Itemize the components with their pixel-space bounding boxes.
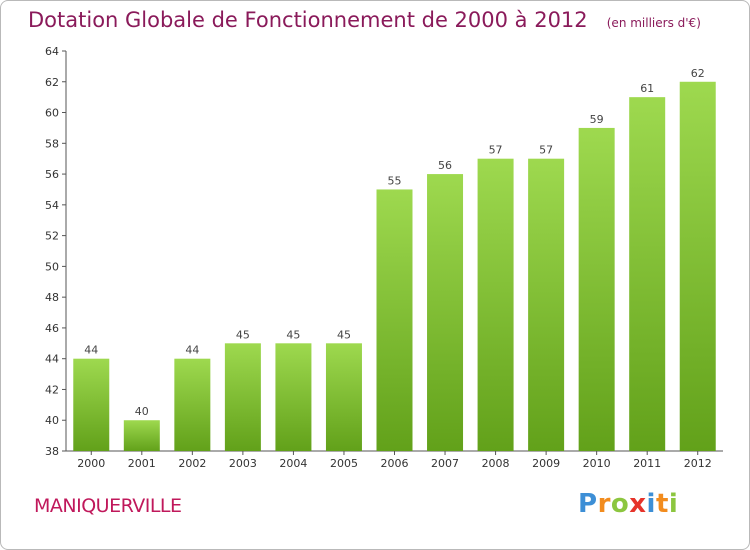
x-tick-label: 2011 bbox=[633, 457, 661, 470]
y-tick-label: 50 bbox=[45, 260, 59, 273]
bar bbox=[174, 358, 211, 451]
x-tick-label: 2006 bbox=[381, 457, 409, 470]
x-tick-label: 2004 bbox=[279, 457, 307, 470]
bar bbox=[275, 343, 312, 451]
bar-value-label: 62 bbox=[691, 67, 705, 80]
y-tick-label: 64 bbox=[45, 45, 59, 58]
x-tick-label: 2012 bbox=[684, 457, 712, 470]
bar bbox=[427, 174, 464, 452]
x-tick-label: 2000 bbox=[77, 457, 105, 470]
x-tick-label: 2008 bbox=[482, 457, 510, 470]
bar-value-label: 45 bbox=[286, 328, 300, 341]
x-tick-label: 2007 bbox=[431, 457, 459, 470]
x-tick-label: 2010 bbox=[583, 457, 611, 470]
bar-value-label: 44 bbox=[185, 344, 199, 357]
bar bbox=[578, 127, 615, 451]
logo-letter: P bbox=[578, 489, 598, 519]
y-tick-label: 56 bbox=[45, 168, 59, 181]
commune-name: MANIQUERVILLE bbox=[34, 495, 182, 517]
logo-letter: o bbox=[610, 489, 630, 519]
bar bbox=[376, 189, 413, 451]
proxiti-logo: Proxiti bbox=[578, 489, 678, 519]
y-tick-label: 48 bbox=[45, 291, 59, 304]
chart-title: Dotation Globale de Fonctionnement de 20… bbox=[28, 8, 588, 32]
x-tick-label: 2001 bbox=[128, 457, 156, 470]
bar bbox=[325, 343, 362, 451]
bar bbox=[679, 81, 716, 452]
x-tick-label: 2005 bbox=[330, 457, 358, 470]
bar bbox=[477, 158, 514, 451]
x-tick-label: 2002 bbox=[178, 457, 206, 470]
bar-value-label: 44 bbox=[84, 344, 98, 357]
bar bbox=[123, 420, 160, 451]
logo-letter: i bbox=[668, 489, 679, 519]
logo-letter: r bbox=[597, 489, 611, 519]
bar-value-label: 57 bbox=[539, 144, 553, 157]
logo-letter: i bbox=[646, 489, 656, 519]
y-tick-label: 60 bbox=[45, 107, 59, 120]
bar bbox=[528, 158, 565, 451]
y-tick-label: 38 bbox=[45, 445, 59, 458]
bar-value-label: 59 bbox=[590, 113, 604, 126]
bar-value-label: 45 bbox=[236, 328, 250, 341]
logo-letter: t bbox=[655, 489, 669, 519]
y-tick-label: 58 bbox=[45, 137, 59, 150]
bar bbox=[73, 358, 110, 451]
y-tick-label: 44 bbox=[45, 353, 59, 366]
x-tick-label: 2003 bbox=[229, 457, 257, 470]
bar-value-label: 55 bbox=[388, 174, 402, 187]
x-tick-label: 2009 bbox=[532, 457, 560, 470]
bar-value-label: 61 bbox=[640, 82, 654, 95]
bar bbox=[224, 343, 261, 451]
chart-subtitle: (en milliers d'€) bbox=[606, 16, 701, 30]
y-tick-label: 54 bbox=[45, 199, 59, 212]
chart-title-row: Dotation Globale de Fonctionnement de 20… bbox=[28, 8, 701, 32]
y-tick-label: 42 bbox=[45, 383, 59, 396]
logo-letter: x bbox=[629, 489, 647, 519]
y-tick-label: 62 bbox=[45, 76, 59, 89]
bar-value-label: 57 bbox=[489, 144, 503, 157]
bar bbox=[629, 97, 666, 452]
bar-value-label: 56 bbox=[438, 159, 452, 172]
bar-value-label: 45 bbox=[337, 328, 351, 341]
y-tick-label: 40 bbox=[45, 414, 59, 427]
y-tick-label: 52 bbox=[45, 230, 59, 243]
y-tick-label: 46 bbox=[45, 322, 59, 335]
bar-value-label: 40 bbox=[135, 405, 149, 418]
